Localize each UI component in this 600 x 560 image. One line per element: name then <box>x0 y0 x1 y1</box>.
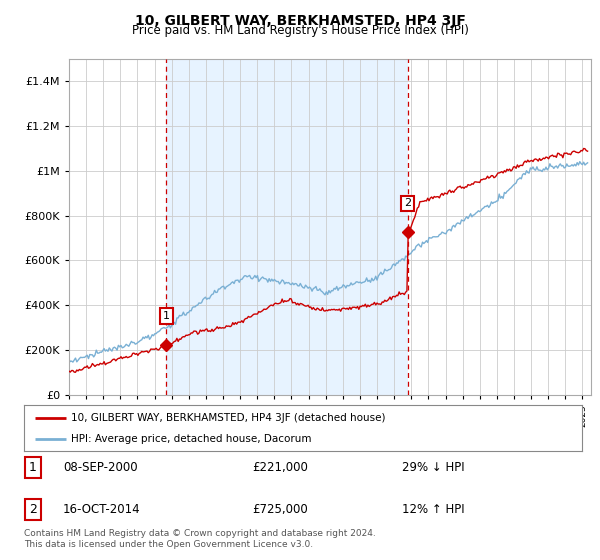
Text: Price paid vs. HM Land Registry's House Price Index (HPI): Price paid vs. HM Land Registry's House … <box>131 24 469 37</box>
Text: 12% ↑ HPI: 12% ↑ HPI <box>402 503 464 516</box>
Text: 16-OCT-2014: 16-OCT-2014 <box>63 503 140 516</box>
Text: Contains HM Land Registry data © Crown copyright and database right 2024.
This d: Contains HM Land Registry data © Crown c… <box>24 529 376 549</box>
Text: 1: 1 <box>163 311 170 321</box>
Text: £221,000: £221,000 <box>252 461 308 474</box>
Text: 2: 2 <box>29 503 37 516</box>
Text: £725,000: £725,000 <box>252 503 308 516</box>
Text: HPI: Average price, detached house, Dacorum: HPI: Average price, detached house, Daco… <box>71 435 312 444</box>
Text: 1: 1 <box>29 461 37 474</box>
Text: 08-SEP-2000: 08-SEP-2000 <box>63 461 137 474</box>
Text: 29% ↓ HPI: 29% ↓ HPI <box>402 461 464 474</box>
Text: 10, GILBERT WAY, BERKHAMSTED, HP4 3JF (detached house): 10, GILBERT WAY, BERKHAMSTED, HP4 3JF (d… <box>71 413 386 423</box>
Text: 10, GILBERT WAY, BERKHAMSTED, HP4 3JF: 10, GILBERT WAY, BERKHAMSTED, HP4 3JF <box>134 14 466 28</box>
Text: 2: 2 <box>404 198 411 208</box>
Bar <box>166 59 408 395</box>
